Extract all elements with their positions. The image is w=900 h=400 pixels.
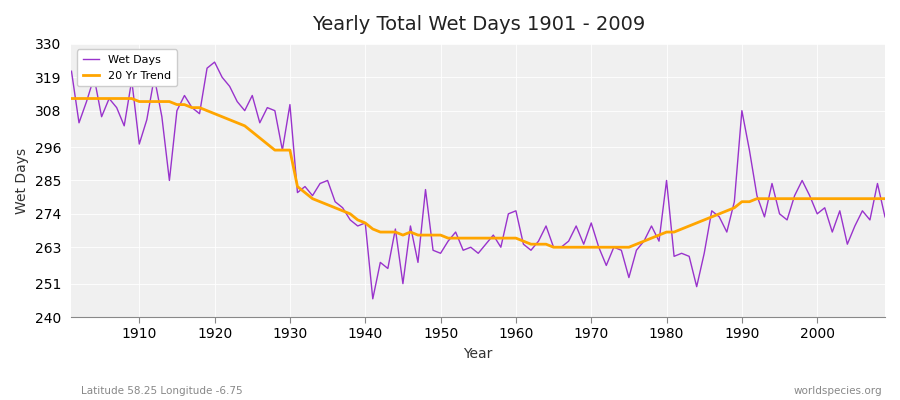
20 Yr Trend [66,96,77,101]
Text: Latitude 58.25 Longitude -6.75: Latitude 58.25 Longitude -6.75 [81,386,243,396]
X-axis label: Year: Year [464,347,493,361]
Y-axis label: Wet Days: Wet Days [15,147,29,214]
Wet Days [367,296,378,301]
20 Yr Trend [608,245,619,250]
20 Yr Trend [510,236,521,240]
Wet Days [126,78,137,83]
20 Yr Trend [879,196,890,201]
Wet Days [209,60,220,64]
Wet Days [616,248,626,253]
Wet Days [526,248,536,253]
Line: 20 Yr Trend: 20 Yr Trend [71,98,885,247]
20 Yr Trend [126,96,137,101]
Wet Days [66,69,77,74]
Text: worldspecies.org: worldspecies.org [794,386,882,396]
20 Yr Trend [292,184,303,189]
Wet Days [345,218,356,222]
Line: Wet Days: Wet Days [71,62,885,299]
20 Yr Trend [338,208,348,213]
20 Yr Trend [548,245,559,250]
Legend: Wet Days, 20 Yr Trend: Wet Days, 20 Yr Trend [77,50,176,86]
Title: Yearly Total Wet Days 1901 - 2009: Yearly Total Wet Days 1901 - 2009 [311,15,645,34]
Wet Days [518,242,529,246]
Wet Days [300,184,310,189]
20 Yr Trend [503,236,514,240]
Wet Days [879,214,890,219]
